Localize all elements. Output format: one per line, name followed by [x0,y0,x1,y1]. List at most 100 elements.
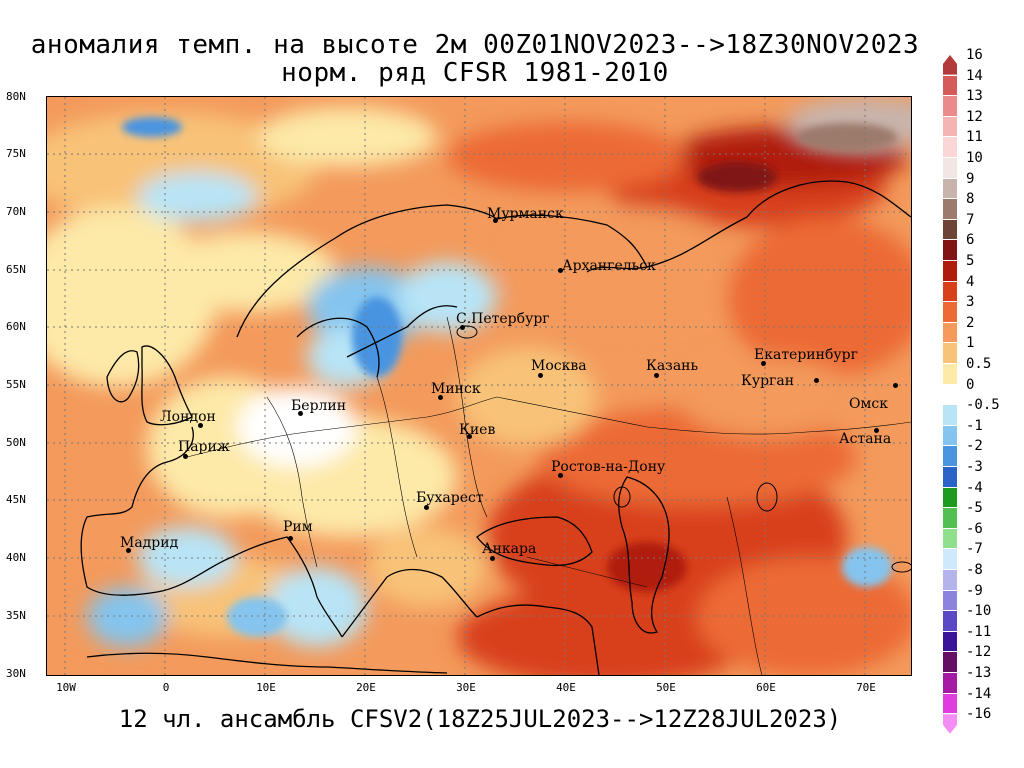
colorbar-swatch [943,673,957,693]
colorbar-label: -5 [966,500,983,517]
city-marker [126,548,131,553]
graticule [47,97,911,675]
colorbar-swatch [943,55,957,75]
borders [186,316,911,675]
colorbar-label: 10 [966,150,983,166]
city-label-kazan: Казань [646,358,699,374]
city-marker [761,361,766,366]
city-label-minsk: Минск [431,381,481,397]
colorbar-label: 3 [966,294,975,311]
city-marker [424,505,429,510]
colorbar-swatch [943,652,957,672]
lon-label: 20E [356,681,376,694]
colorbar-swatch [943,508,957,528]
colorbar-swatch [943,116,957,137]
lat-label: 45N [6,493,26,506]
city-label-paris: Париж [178,439,230,455]
colorbar-label: -13 [966,665,992,681]
city-marker [538,373,543,378]
colorbar-label: -2 [966,438,983,455]
colorbar-label: 11 [966,129,983,146]
colorbar-label: 2 [966,314,975,331]
colorbar-label: -1 [966,417,983,434]
lat-label: 35N [6,609,26,622]
city-label-yekaterinburg: Екатеринбург [754,347,858,363]
lat-label: 75N [6,147,26,160]
colorbar-swatch [943,425,957,446]
colorbar-label: -8 [966,562,983,578]
colorbar-swatch [943,199,957,219]
lon-label: 50E [656,681,676,694]
colorbar-label: 13 [966,88,983,105]
chart-subtitle: норм. ряд CFSR 1981-2010 [281,58,669,88]
city-label-arkhangelsk: Архангельск [562,258,656,274]
colorbar-swatch [943,343,957,363]
lon-label: 70E [856,681,876,694]
city-marker [558,268,563,273]
colorbar-label: 12 [966,108,983,125]
colorbar-swatch [943,302,957,322]
lon-label: 0 [162,681,170,694]
city-marker [490,556,495,561]
colorbar-label: -7 [966,541,983,558]
colorbar-label: 1 [966,335,975,352]
colorbar-label: 8 [966,191,975,208]
lon-label: 30E [456,681,476,694]
colorbar-label: 6 [966,232,975,249]
colorbar-label: -4 [966,479,983,496]
city-marker [183,454,188,459]
city-marker [460,325,465,330]
colorbar-swatch [943,405,957,425]
colorbar-label: -3 [966,459,983,475]
city-label-rostov: Ростов-на-Дону [551,459,666,475]
lat-label: 40N [6,551,26,564]
city-label-murmansk: Мурманск [487,206,564,222]
lon-label: 10E [256,681,276,694]
city-marker [438,395,443,400]
lon-label: 40E [556,681,576,694]
anomaly-map [46,96,912,676]
colorbar-swatch [943,631,957,652]
lat-label: 65N [6,263,26,276]
colorbar-label: 16 [966,47,983,63]
colorbar-swatch [943,528,957,549]
colorbar-swatch [943,693,957,714]
colorbar-label: 0.5 [966,356,992,372]
city-marker [893,383,898,388]
colorbar-label: -9 [966,582,983,599]
colorbar-swatch [943,96,957,116]
colorbar-label: 9 [966,170,975,187]
lat-label: 55N [6,378,26,391]
colorbar-label: 7 [966,211,975,228]
colorbar-label: -16 [966,706,992,723]
colorbar-label: -12 [966,644,992,661]
map-canvas [47,97,911,675]
chart-title: аномалия темп. на высоте 2м 00Z01NOV2023… [30,30,920,60]
colorbar-swatch [943,467,957,487]
colorbar-swatch [943,590,957,611]
colorbar-swatch [943,261,957,281]
lon-label: 10W [56,681,76,694]
city-label-kyiv: Киев [459,422,496,438]
ensemble-footer: 12 чл. ансамбль CFSV2(18Z25JUL2023-->12Z… [118,705,842,733]
city-marker [493,218,498,223]
city-label-london: Лондон [160,409,216,425]
colorbar-swatch [943,240,957,260]
city-label-madrid: Мадрид [120,535,179,551]
city-label-astana: Астана [839,431,892,447]
lat-label: 80N [6,90,26,103]
city-label-moscow: Москва [531,358,587,374]
colorbar-swatch [943,322,957,343]
coastlines [80,180,911,675]
city-label-kurgan: Курган [741,373,795,389]
lon-label: 60E [756,681,776,694]
city-label-omsk: Омск [849,396,888,412]
colorbar-label: 5 [966,253,975,269]
city-marker [654,373,659,378]
colorbar-label: -11 [966,623,992,640]
city-label-ankara: Анкара [482,541,537,557]
colorbar-swatch [943,446,957,466]
colorbar-swatch [943,384,957,405]
city-marker [874,428,879,433]
city-marker [558,473,563,478]
